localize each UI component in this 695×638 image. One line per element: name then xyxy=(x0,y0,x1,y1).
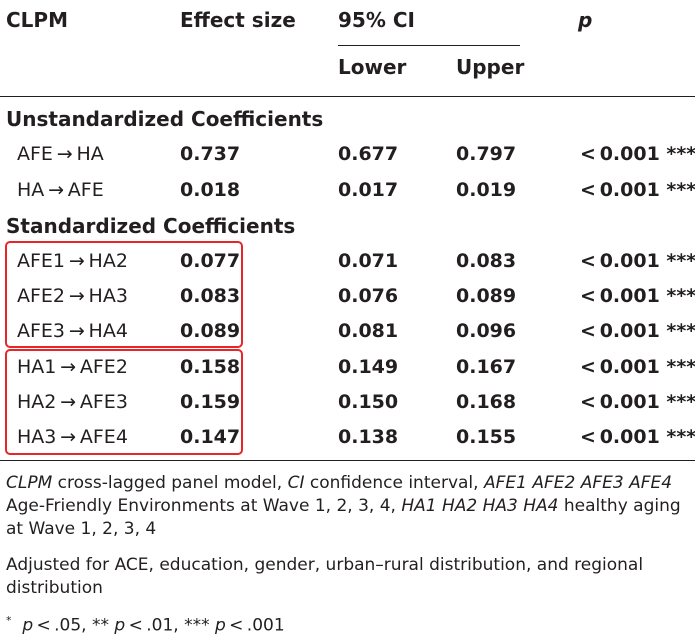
row-path: HA3 → AFE4 xyxy=(17,426,128,448)
row-effect: 0.089 xyxy=(180,320,241,342)
row-upper: 0.089 xyxy=(456,285,517,307)
row-upper: 0.083 xyxy=(456,250,517,272)
sig-t3: < .001 xyxy=(225,615,285,636)
row-p: < 0.001 *** xyxy=(580,285,695,307)
abbr-clpm: CLPM xyxy=(6,473,53,493)
row-lower: 0.076 xyxy=(338,285,399,307)
header-clpm: CLPM xyxy=(6,8,68,32)
sig-p1: p xyxy=(22,615,34,636)
header-p: p xyxy=(578,8,593,32)
sig-p2: p xyxy=(114,615,126,636)
sig-t1: < .05, ** xyxy=(33,615,115,636)
header-lower: Lower xyxy=(338,55,407,79)
abbr-afe: AFE1 AFE2 AFE3 AFE4 xyxy=(483,473,673,493)
row-effect: 0.077 xyxy=(180,250,241,272)
row-p: < 0.001 *** xyxy=(580,426,695,448)
highlight-box-afe-to-ha xyxy=(5,241,243,348)
row-path: AFE → HA xyxy=(17,143,104,165)
header-95-ci: 95% CI xyxy=(338,8,415,32)
sig-t2: < .01, *** xyxy=(125,615,215,636)
abbr-ha: HA1 HA2 HA3 HA4 xyxy=(401,496,559,516)
row-lower: 0.677 xyxy=(338,143,399,165)
row-path: AFE2 → HA3 xyxy=(17,285,128,307)
ci-span-rule xyxy=(338,45,520,46)
row-path: HA → AFE xyxy=(17,179,104,201)
row-upper: 0.155 xyxy=(456,426,517,448)
row-lower: 0.149 xyxy=(338,356,399,378)
row-p: < 0.001 *** xyxy=(580,143,695,165)
highlight-box-ha-to-afe xyxy=(5,349,243,455)
sig-p3: p xyxy=(214,615,226,636)
row-p: < 0.001 *** xyxy=(580,320,695,342)
row-upper: 0.168 xyxy=(456,391,517,413)
row-p: < 0.001 *** xyxy=(580,179,695,201)
row-p: < 0.001 *** xyxy=(580,356,695,378)
row-path: AFE1 → HA2 xyxy=(17,250,128,272)
section-unstandardized: Unstandardized Coefficients xyxy=(6,107,324,131)
row-upper: 0.096 xyxy=(456,320,517,342)
row-path: HA2 → AFE3 xyxy=(17,391,128,413)
section-standardized: Standardized Coefficients xyxy=(6,214,296,238)
row-lower: 0.081 xyxy=(338,320,399,342)
def-afe: Age-Friendly Environments at Wave 1, 2, … xyxy=(6,496,402,516)
def-ha: healthy aging at Wave 1, 2, 3, 4 xyxy=(6,496,681,539)
footnote-abbreviations: CLPM cross-lagged panel model, CI confid… xyxy=(6,472,690,541)
footnote-significance: * p < .05, ** p < .01, *** p < .001 xyxy=(6,609,690,638)
abbr-ci: CI xyxy=(287,473,305,493)
row-effect: 0.737 xyxy=(180,143,241,165)
row-path: HA1 → AFE2 xyxy=(17,356,128,378)
row-p: < 0.001 *** xyxy=(580,250,695,272)
row-effect: 0.147 xyxy=(180,426,241,448)
row-path: AFE3 → HA4 xyxy=(17,320,128,342)
row-effect: 0.158 xyxy=(180,356,241,378)
row-upper: 0.167 xyxy=(456,356,517,378)
header-bottom-rule xyxy=(0,96,695,98)
row-upper: 0.797 xyxy=(456,143,517,165)
row-upper: 0.019 xyxy=(456,179,517,201)
def-ci: confidence interval, xyxy=(304,473,484,493)
footnote-adjusted: Adjusted for ACE, education, gender, urb… xyxy=(6,555,644,598)
header-effect-size: Effect size xyxy=(180,8,296,32)
row-lower: 0.150 xyxy=(338,391,399,413)
row-lower: 0.017 xyxy=(338,179,399,201)
row-p: < 0.001 *** xyxy=(580,391,695,413)
row-effect: 0.083 xyxy=(180,285,241,307)
row-effect: 0.018 xyxy=(180,179,241,201)
row-effect: 0.159 xyxy=(180,391,241,413)
def-clpm: cross-lagged panel model, xyxy=(52,473,288,493)
table-bottom-rule xyxy=(0,460,695,462)
row-lower: 0.071 xyxy=(338,250,399,272)
sig-star: * xyxy=(6,614,12,627)
row-lower: 0.138 xyxy=(338,426,399,448)
header-upper: Upper xyxy=(456,55,525,79)
